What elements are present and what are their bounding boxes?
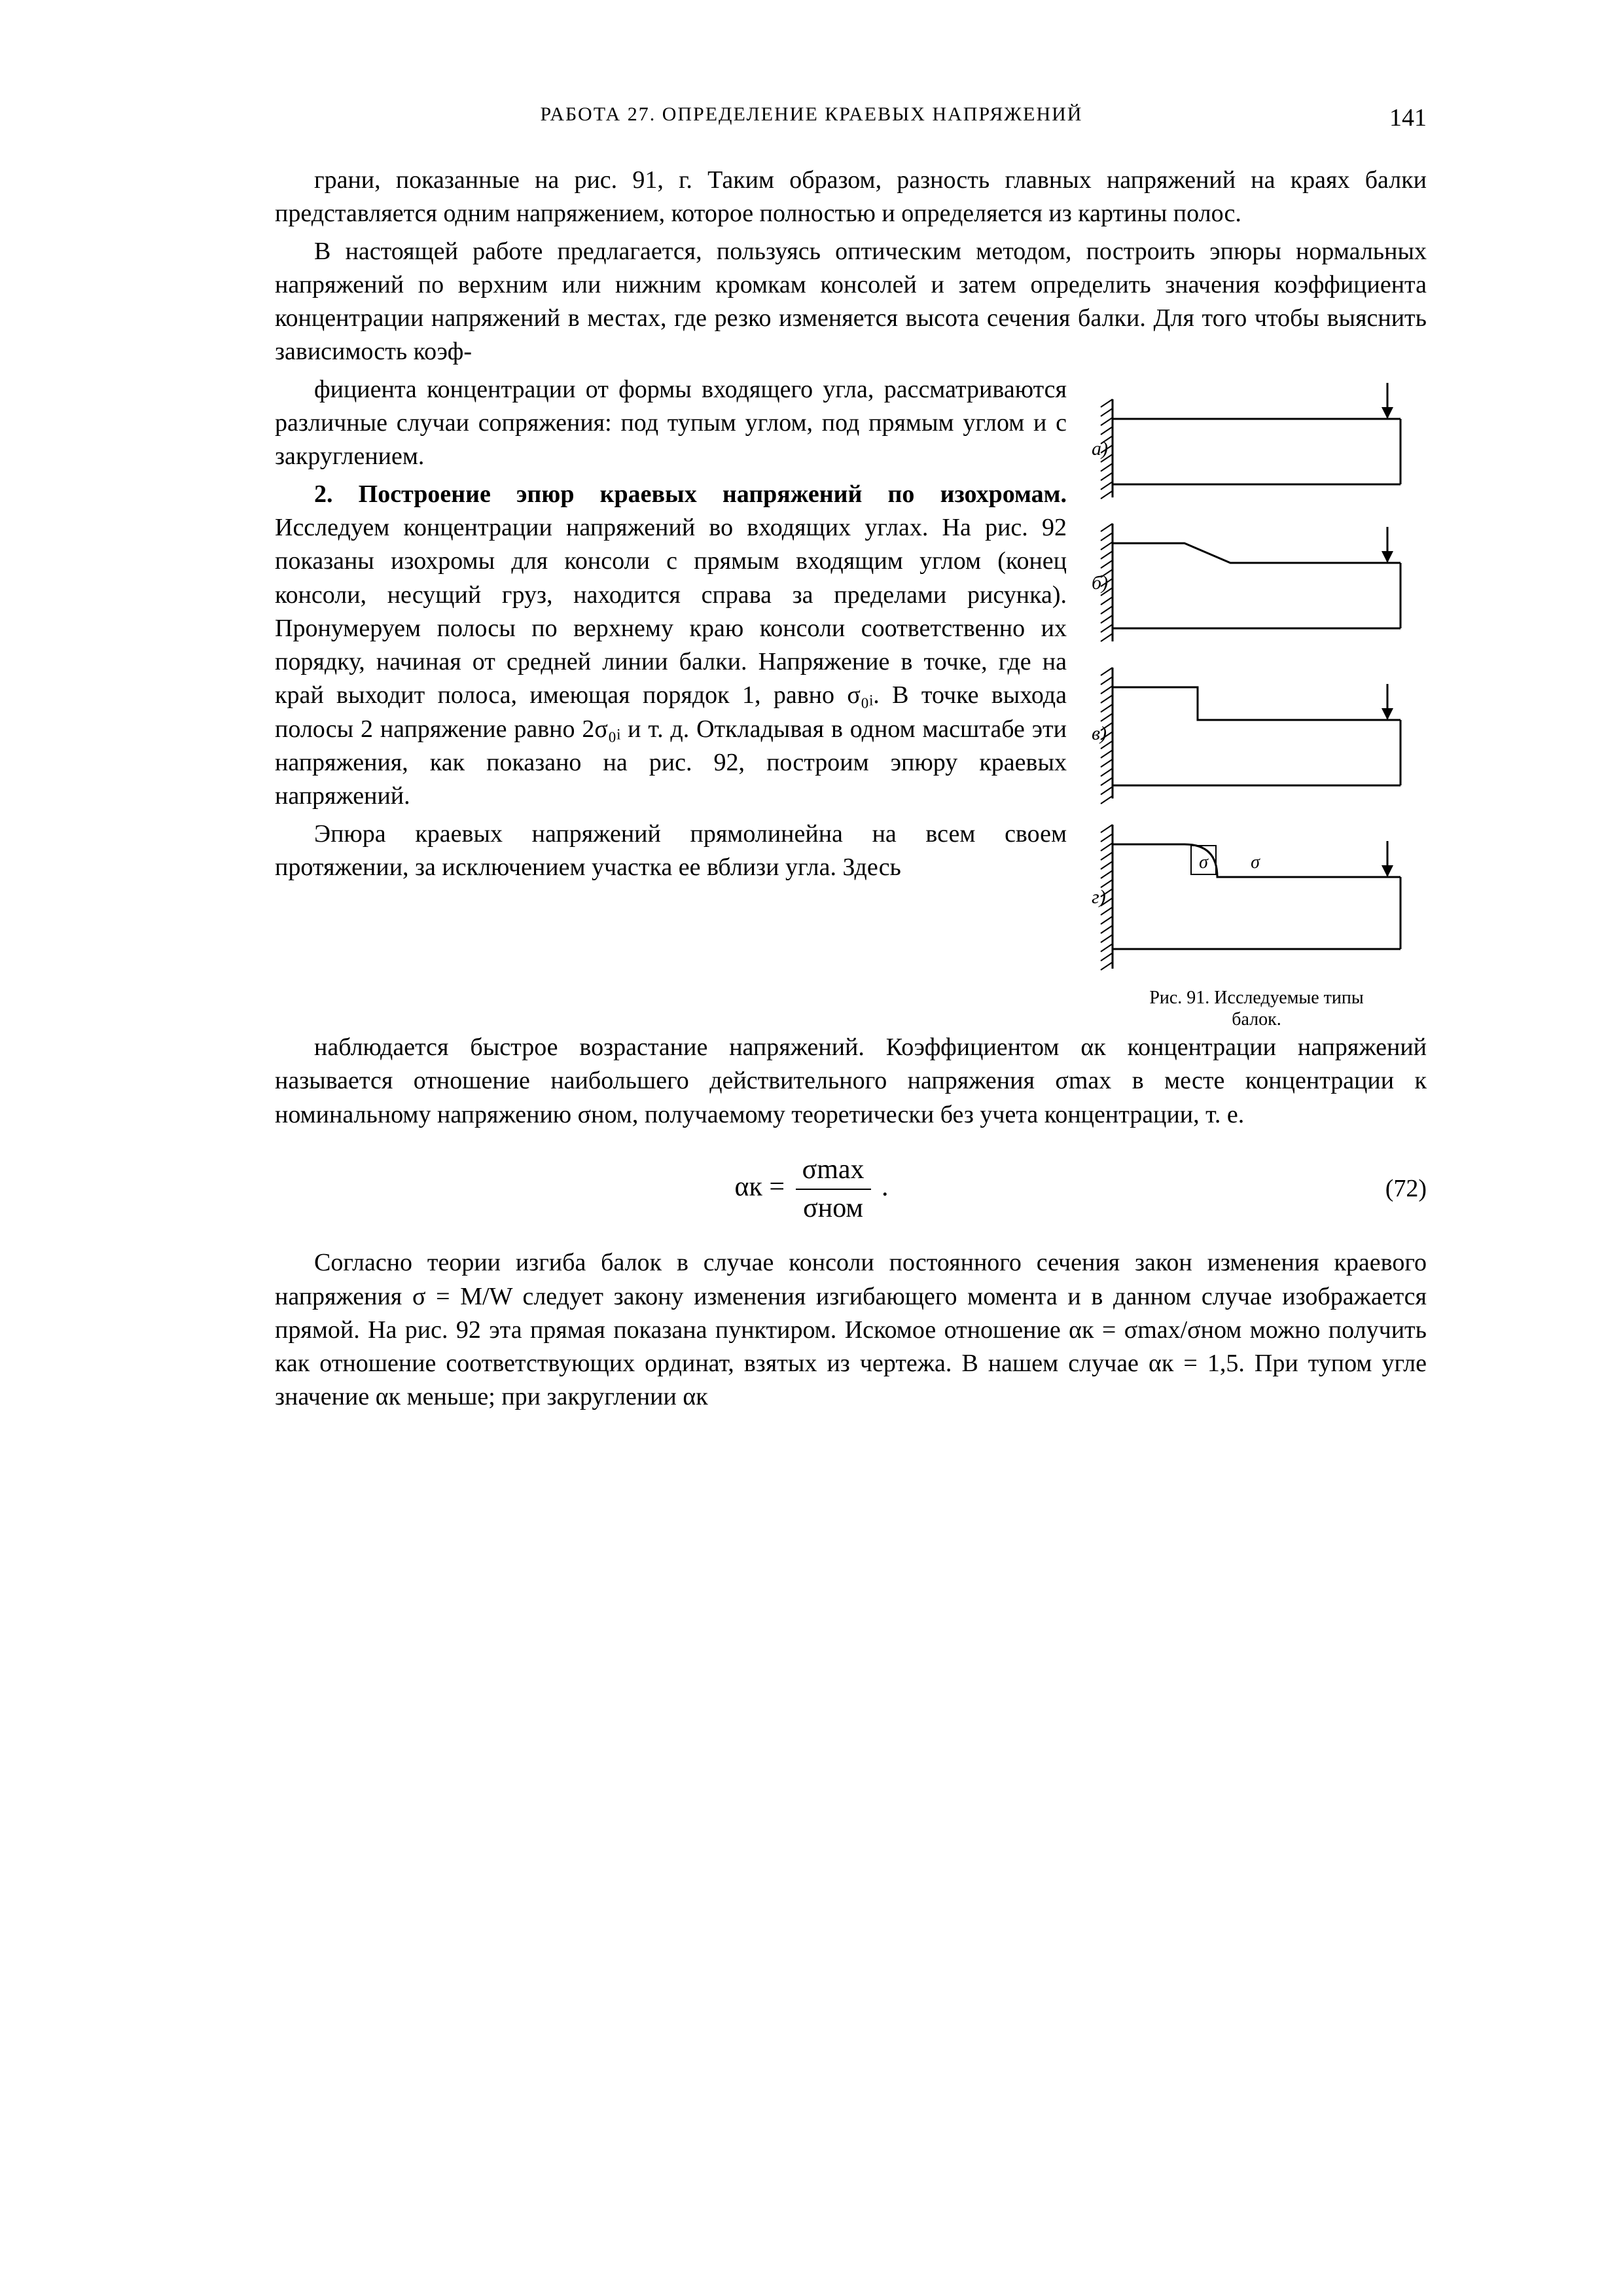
running-title: РАБОТА 27. ОПРЕДЕЛЕНИЕ КРАЕВЫХ НАПРЯЖЕНИ… [275,101,1348,135]
paragraph-3a: фициента концентрации от формы входящего… [275,373,1067,474]
svg-text:в): в) [1092,723,1107,744]
text-column: фициента концентрации от формы входящего… [275,373,1067,1031]
paragraph-4b: наблюдается быстрое возрастание напряжен… [275,1031,1427,1132]
section-heading: 2. Построение эпюр краевых напряжений по… [314,480,1067,508]
paragraph-3b: 2. Построение эпюр краевых напряжений по… [275,478,1067,814]
page-number: 141 [1348,101,1427,135]
paragraph-2: В настоящей работе предлагается, пользуя… [275,235,1427,369]
eq-numerator: σmax [796,1151,871,1190]
figure-caption-line2: балок. [1232,1009,1281,1030]
page: РАБОТА 27. ОПРЕДЕЛЕНИЕ КРАЕВЫХ НАПРЯЖЕНИ… [0,0,1623,2296]
paragraph-3b-body: Исследуем концентрации напряжений во вхо… [275,514,1067,810]
paragraph-4a: Эпюра краевых напряжений прямолинейна на… [275,817,1067,885]
paragraph-1: грани, показанные на рис. 91, г. Таким о… [275,164,1427,231]
svg-text:σ: σ [1251,852,1260,872]
equation-number: (72) [1348,1172,1427,1206]
svg-text:б): б) [1092,572,1108,594]
eq-lhs: αк [734,1172,762,1202]
figure-column: а) б) в) г) σ σ Рис. 91. Исследуемые типы бал… [1086,373,1427,1031]
eq-fraction: σmax σном [796,1151,871,1227]
svg-text:σ: σ [1199,852,1209,872]
equation-72-row: αк = σmax σном . (72) [275,1151,1427,1227]
svg-text:а): а) [1092,438,1108,459]
figure-caption-line1: Рис. 91. Исследуемые типы [1149,988,1363,1008]
eq-denominator: σном [796,1190,871,1227]
content: грани, показанные на рис. 91, г. Таким о… [275,164,1427,1414]
running-head: РАБОТА 27. ОПРЕДЕЛЕНИЕ КРАЕВЫХ НАПРЯЖЕНИ… [275,101,1427,135]
paragraph-5: Согласно теории изгиба балок в случае ко… [275,1246,1427,1414]
svg-text:г): г) [1092,886,1106,908]
figure-91-caption: Рис. 91. Исследуемые типы балок. [1086,987,1427,1031]
wrap-columns: фициента концентрации от формы входящего… [275,373,1427,1031]
equation-72: αк = σmax σном . [275,1151,1348,1227]
figure-91-diagram: а) б) в) г) σ σ [1086,380,1427,982]
